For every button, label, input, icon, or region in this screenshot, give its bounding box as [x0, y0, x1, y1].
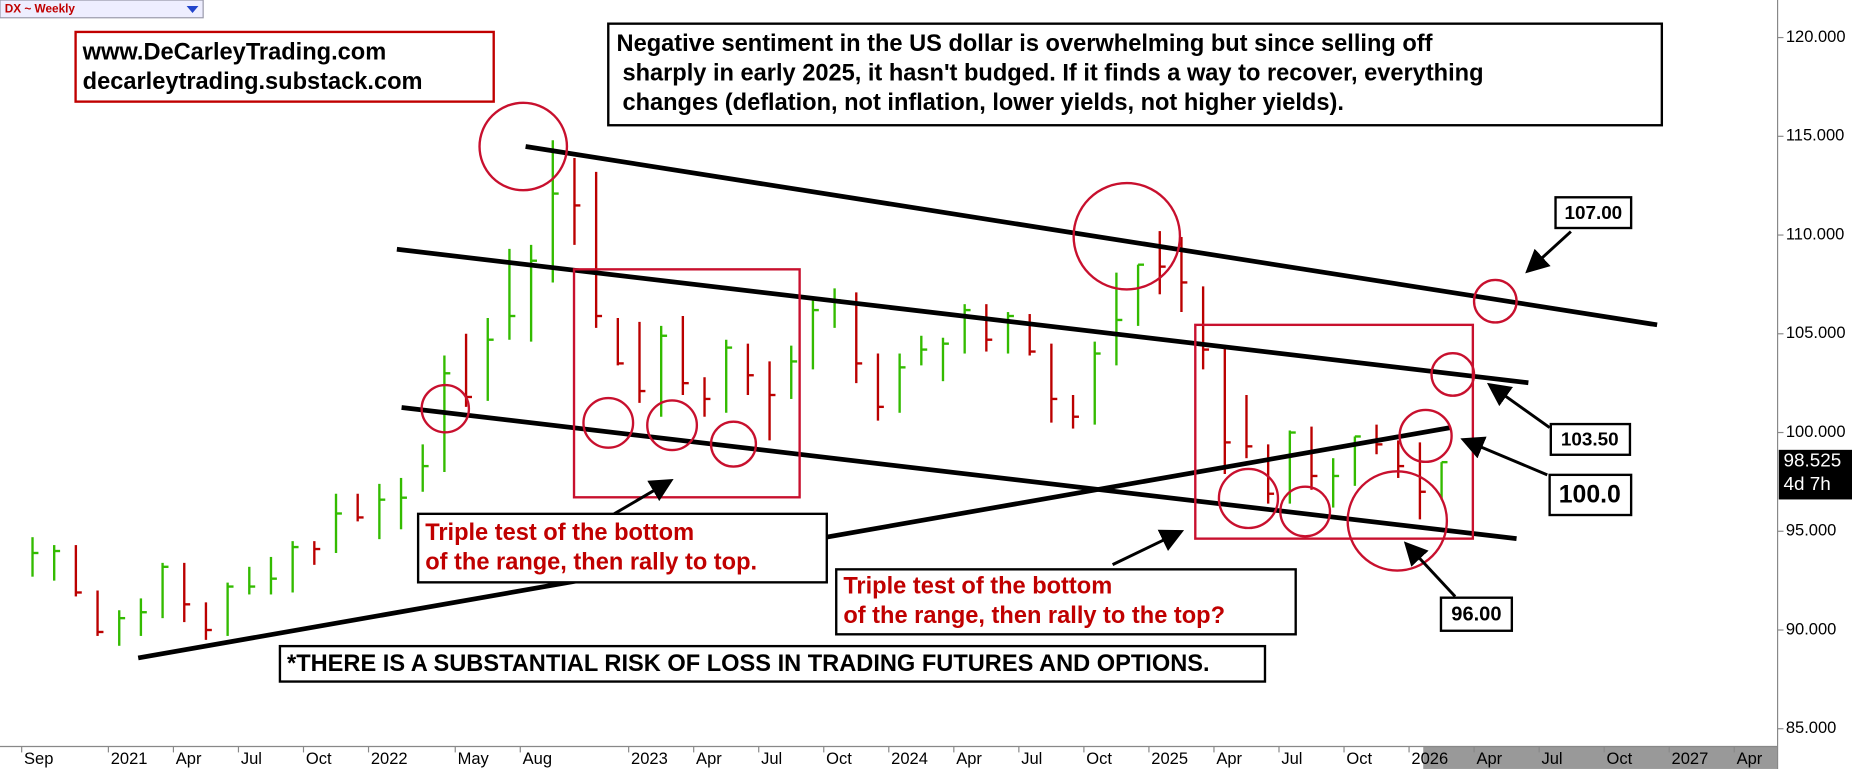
- x-tick-label: Oct: [306, 749, 332, 768]
- arrow: [613, 478, 674, 516]
- site-box: [74, 30, 495, 103]
- x-tick-label: Sep: [24, 749, 53, 768]
- callout-line: of the range, then rally to top.: [425, 550, 757, 576]
- symbol-box[interactable]: [0, 0, 204, 19]
- circle: [1398, 408, 1453, 464]
- x-tick-label: Jul: [1021, 749, 1042, 768]
- circle: [1072, 181, 1182, 291]
- callout-box: [835, 568, 1297, 636]
- level-box: [1548, 473, 1633, 517]
- y-tick-label: 120.000: [1786, 27, 1846, 46]
- circle: [1430, 352, 1476, 397]
- circle: [1217, 467, 1280, 530]
- x-tick-label: Apr: [176, 749, 202, 768]
- site-line: www.DeCarleyTrading.com: [82, 39, 387, 65]
- price-bars: [31, 140, 1448, 646]
- circle: [646, 399, 699, 452]
- x-tick-label: Oct: [1607, 749, 1633, 768]
- level-label: 103.50: [1561, 430, 1619, 451]
- callout-line: Triple test of the bottom: [425, 520, 694, 546]
- x-tick-label: 2025: [1151, 749, 1188, 768]
- x-tick-label: Apr: [1476, 749, 1502, 768]
- level-box: [1554, 196, 1633, 230]
- dropdown-icon[interactable]: [186, 5, 199, 14]
- y-tick-label: 105.000: [1786, 323, 1846, 342]
- x-tick-label: 2022: [371, 749, 408, 768]
- arrow: [1486, 382, 1551, 429]
- x-tick-label: 2026: [1411, 749, 1448, 768]
- x-tick-label: Apr: [1216, 749, 1242, 768]
- axes: 85.000 90.000 95.000 100.000 105.000 110.000 1…: [21, 27, 1846, 768]
- x-tick-label: Oct: [1346, 749, 1372, 768]
- x-tick-label: 2024: [891, 749, 928, 768]
- callout-box: [416, 512, 828, 584]
- range-box: [572, 268, 801, 499]
- trend-line: [401, 405, 1517, 541]
- commentary-line: changes (deflation, not inflation, lower…: [622, 90, 1343, 116]
- commentary-line: Negative sentiment in the US dollar is o…: [617, 31, 1433, 57]
- y-tick-label: 100.000: [1786, 422, 1846, 441]
- x-tick-label: Jul: [761, 749, 782, 768]
- x-tick-label: Aug: [523, 749, 552, 768]
- level-box: [1439, 596, 1514, 632]
- symbol: DX ~ Weekly: [5, 2, 76, 16]
- arrow: [1525, 230, 1572, 274]
- arrow: [1111, 529, 1185, 566]
- disclaimer-box: [278, 644, 1267, 683]
- x-tick-label: 2021: [111, 749, 148, 768]
- disclaimer: *THERE IS A SUBSTANTIAL RISK OF LOSS IN …: [287, 651, 1210, 677]
- circles: [420, 101, 1518, 572]
- circle: [1346, 470, 1449, 572]
- level-label: 100.0: [1559, 482, 1621, 509]
- y-tick-label: 110.000: [1786, 224, 1844, 243]
- x-tick-label: Jul: [1541, 749, 1562, 768]
- arrow: [1403, 541, 1457, 598]
- future-shade: [1423, 746, 1778, 769]
- last-price: 98.525: [1783, 451, 1841, 472]
- x-tick-label: 2027: [1672, 749, 1709, 768]
- callout-line: Triple test of the bottom: [843, 573, 1112, 599]
- last-price-box: [1778, 449, 1852, 500]
- y-tick-label: 85.000: [1786, 718, 1837, 737]
- range-box: [1194, 323, 1475, 540]
- x-tick-label: Jul: [1281, 749, 1302, 768]
- time-left: 4d 7h: [1783, 474, 1830, 495]
- x-tick-label: Apr: [956, 749, 982, 768]
- x-tick-label: Apr: [696, 749, 722, 768]
- circle: [420, 383, 471, 434]
- trend-line: [525, 144, 1658, 328]
- circle: [709, 420, 758, 468]
- commentary-box: [607, 22, 1664, 127]
- circle: [582, 396, 635, 449]
- commentary-line: sharply in early 2025, it hasn't budged.…: [622, 61, 1483, 87]
- y-tick-label: 90.000: [1786, 619, 1837, 638]
- level-label: 96.00: [1451, 604, 1501, 626]
- x-tick-label: Oct: [1086, 749, 1112, 768]
- y-tick-label: 115.000: [1786, 126, 1844, 145]
- circle: [1279, 485, 1332, 538]
- x-tick-label: Jul: [241, 749, 262, 768]
- circle: [478, 101, 569, 192]
- level-label: 107.00: [1564, 203, 1622, 224]
- x-tick-label: Apr: [1737, 749, 1763, 768]
- arrow: [1460, 436, 1548, 477]
- x-tick-label: May: [458, 749, 490, 768]
- callout-line: of the range, then rally to the top?: [843, 603, 1225, 629]
- circle: [1472, 278, 1518, 324]
- x-tick-label: Oct: [826, 749, 852, 768]
- x-tick-label: 2023: [631, 749, 668, 768]
- site-line: decarleytrading.substack.com: [83, 69, 423, 95]
- y-tick-label: 95.000: [1786, 521, 1837, 540]
- trend-line: [396, 246, 1529, 386]
- level-box: [1549, 422, 1632, 456]
